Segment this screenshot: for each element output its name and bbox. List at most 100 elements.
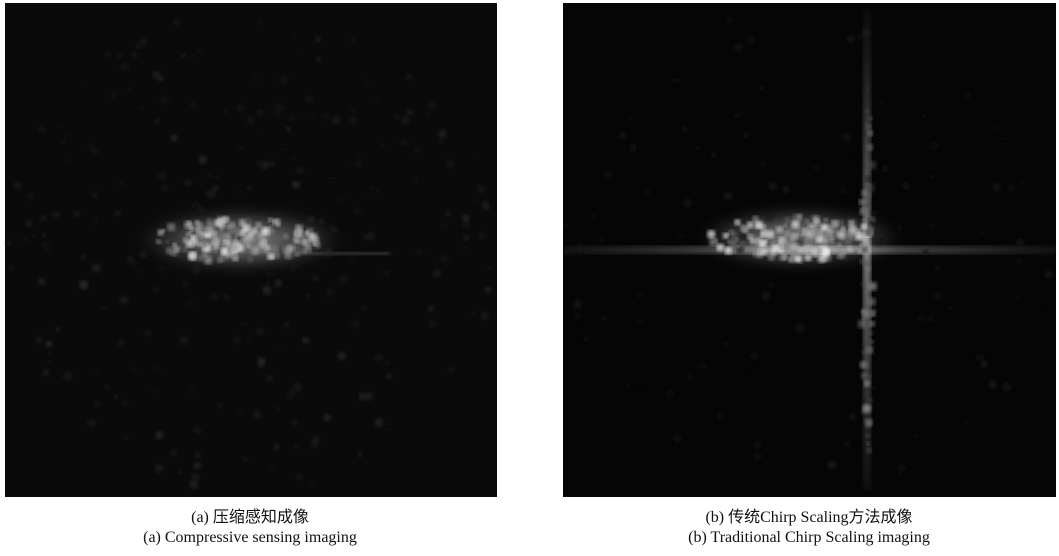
speckle <box>820 224 828 232</box>
speckle <box>429 320 436 327</box>
speckle <box>301 238 309 246</box>
speckle <box>386 373 392 379</box>
speckle <box>105 52 111 58</box>
speckle <box>839 220 843 224</box>
speckle <box>744 133 749 138</box>
speckle <box>751 240 754 243</box>
speckle <box>725 247 732 254</box>
speckle <box>429 102 436 109</box>
speckle <box>48 361 51 364</box>
speckle <box>40 215 46 221</box>
speckle <box>814 218 819 223</box>
speckle <box>173 19 180 26</box>
speckle <box>864 261 869 266</box>
caption-en: (b) Traditional Chirp Scaling imaging <box>559 528 1059 548</box>
speckle <box>222 242 228 248</box>
speckle <box>944 104 947 107</box>
speckle <box>268 217 273 222</box>
speckle <box>57 124 62 129</box>
speckle <box>324 248 333 257</box>
speckle <box>160 96 168 104</box>
speckle <box>375 96 380 101</box>
speckle <box>807 396 811 400</box>
speckle <box>61 139 65 143</box>
speckle <box>866 183 875 192</box>
speckle <box>270 244 277 251</box>
speckle <box>377 189 380 192</box>
speckle <box>292 75 295 78</box>
speckle <box>734 219 740 225</box>
speckle <box>239 191 242 194</box>
speckle <box>806 220 809 223</box>
speckle <box>847 35 855 43</box>
speckle <box>190 231 193 234</box>
speckle <box>740 241 745 246</box>
speckle <box>207 218 212 223</box>
speckle <box>323 414 331 422</box>
speckle <box>42 369 49 376</box>
speckle <box>599 238 603 242</box>
speckle <box>74 211 79 216</box>
speckle <box>1002 383 1011 392</box>
speckle <box>358 183 361 186</box>
speckle <box>139 38 147 46</box>
speckle <box>974 219 978 223</box>
speckle <box>869 331 873 335</box>
speckle <box>290 418 299 427</box>
speckle <box>405 73 412 80</box>
speckle <box>462 221 470 229</box>
speckle <box>674 435 681 442</box>
speckle <box>291 156 295 160</box>
speckle <box>838 251 842 255</box>
speckle <box>471 313 474 316</box>
speckle <box>375 354 382 361</box>
speckle <box>1014 295 1021 302</box>
speckle <box>866 87 869 90</box>
speckle <box>180 336 189 345</box>
speckle <box>1034 185 1038 189</box>
speckle <box>131 51 138 58</box>
speckle <box>487 266 491 270</box>
speckle <box>174 246 180 252</box>
speckle <box>804 254 811 261</box>
speckle <box>128 256 133 261</box>
speckle <box>152 387 158 393</box>
speckle <box>239 411 242 414</box>
speckle <box>935 265 940 270</box>
speckle <box>754 441 762 449</box>
speckle <box>824 218 828 222</box>
speckle <box>757 252 763 258</box>
speckle <box>110 92 117 99</box>
speckle <box>349 256 355 262</box>
speckle <box>1015 257 1023 265</box>
speckle <box>152 286 158 292</box>
speckle <box>263 286 272 295</box>
speckle <box>155 119 160 124</box>
speckle <box>462 245 467 250</box>
speckle <box>446 159 455 168</box>
speckle <box>473 199 478 204</box>
speckle <box>276 103 285 112</box>
speckle <box>274 253 280 259</box>
speckle <box>337 351 346 360</box>
speckle <box>782 186 789 193</box>
speckle <box>716 412 724 420</box>
speckle <box>205 232 211 238</box>
speckle <box>464 235 470 241</box>
speckle <box>245 222 252 229</box>
speckle <box>722 433 725 436</box>
speckle <box>762 223 766 227</box>
speckle <box>252 246 261 255</box>
speckle <box>79 280 88 289</box>
speckle <box>321 299 325 303</box>
speckle <box>750 352 758 360</box>
speckle <box>866 346 874 354</box>
speckle <box>759 84 765 90</box>
speckle <box>274 279 282 287</box>
speckle <box>739 233 747 241</box>
speckle <box>38 278 45 285</box>
speckle <box>236 230 240 234</box>
speckle <box>226 238 229 241</box>
speckle <box>83 83 87 87</box>
speckle <box>46 341 52 347</box>
